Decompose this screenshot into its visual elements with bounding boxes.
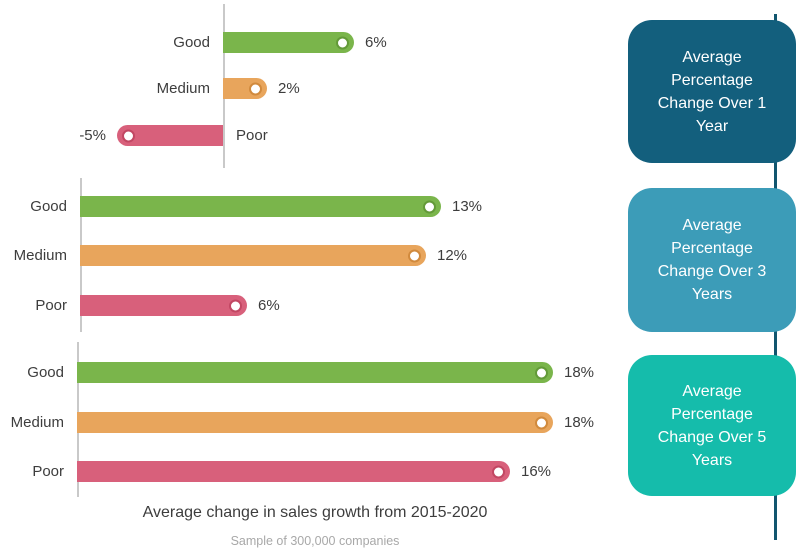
bar-poor-1yr — [117, 125, 223, 146]
card-3-years-label: Average Percentage Change Over 3 Years — [657, 217, 767, 303]
chart-title: Average change in sales growth from 2015… — [142, 504, 488, 521]
category-label-medium: Medium — [13, 247, 67, 264]
chart-subtitle: Sample of 300,000 companies — [230, 534, 400, 548]
category-label-medium: Medium — [10, 414, 64, 431]
category-label-poor: Poor — [236, 127, 268, 144]
chart-1-year-axis — [223, 4, 225, 168]
category-label-good: Good — [173, 34, 210, 51]
value-label-medium-5yr: 18% — [564, 414, 595, 431]
value-label-poor-3yr: 6% — [258, 297, 280, 314]
category-label-good: Good — [30, 198, 67, 215]
bar-good-5yr — [77, 362, 553, 383]
bar-end-marker — [249, 82, 262, 95]
category-label-poor: Poor — [32, 463, 64, 480]
bar-good-1yr — [223, 32, 354, 53]
chart-3-years-axis — [80, 178, 82, 332]
bar-end-marker — [408, 249, 421, 262]
chart-5-years-axis — [77, 342, 79, 497]
bar-end-marker — [492, 465, 505, 478]
value-label-poor-1yr: -5% — [79, 127, 106, 144]
bar-medium-5yr — [77, 412, 553, 433]
bar-end-marker — [336, 36, 349, 49]
value-label-good-3yr: 13% — [452, 198, 483, 215]
category-label-poor: Poor — [35, 297, 67, 314]
bar-end-marker — [229, 299, 242, 312]
value-label-good-1yr: 6% — [365, 34, 387, 51]
bar-end-marker — [122, 129, 135, 142]
card-1-year: Average Percentage Change Over 1 Year — [628, 20, 796, 163]
bar-poor-5yr — [77, 461, 510, 482]
bar-medium-1yr — [223, 78, 267, 99]
value-label-medium-1yr: 2% — [278, 80, 300, 97]
category-label-good: Good — [27, 364, 64, 381]
value-label-medium-3yr: 12% — [437, 247, 468, 264]
value-label-good-5yr: 18% — [564, 364, 595, 381]
bar-good-3yr — [80, 196, 441, 217]
card-5-years: Average Percentage Change Over 5 Years — [628, 355, 796, 496]
card-3-years: Average Percentage Change Over 3 Years — [628, 188, 796, 332]
card-5-years-label: Average Percentage Change Over 5 Years — [657, 382, 767, 469]
value-label-poor-5yr: 16% — [521, 463, 552, 480]
bar-medium-3yr — [80, 245, 426, 266]
bar-poor-3yr — [80, 295, 247, 316]
bar-end-marker — [535, 366, 548, 379]
bar-end-marker — [535, 416, 548, 429]
category-label-medium: Medium — [156, 80, 210, 97]
card-1-year-label: Average Percentage Change Over 1 Year — [657, 48, 767, 135]
bar-end-marker — [423, 200, 436, 213]
